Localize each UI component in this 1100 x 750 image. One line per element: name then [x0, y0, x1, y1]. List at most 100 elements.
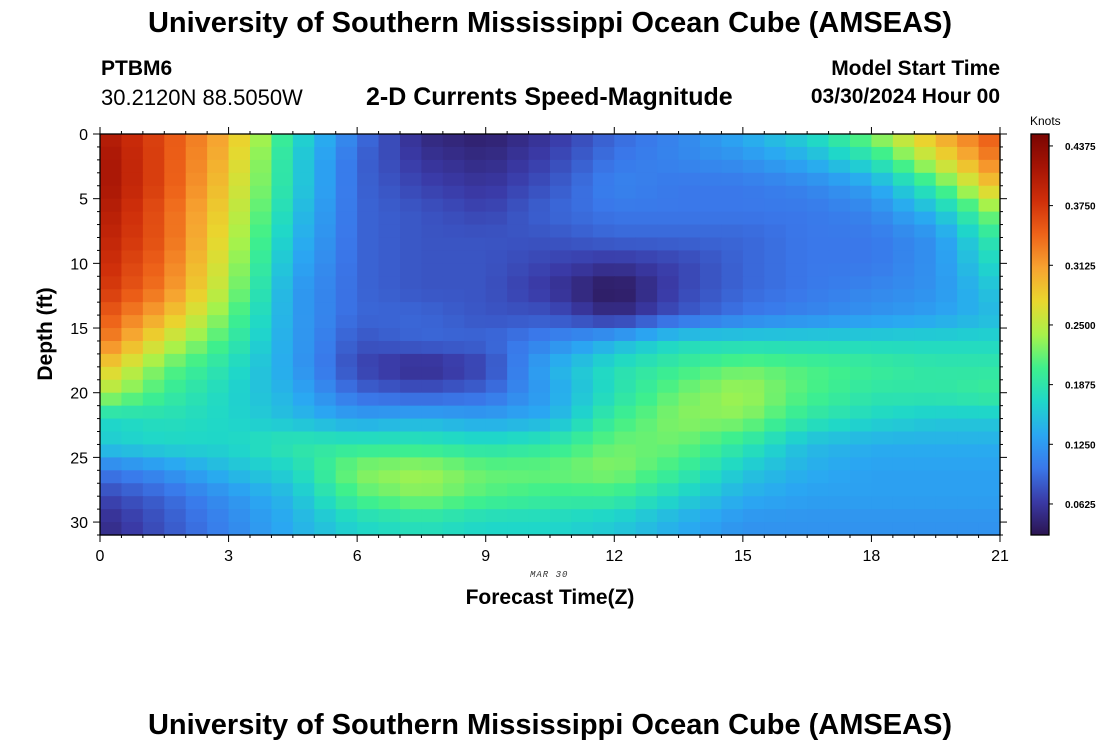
heatmap-cell: [978, 483, 1001, 497]
heatmap-cell: [400, 328, 423, 342]
heatmap-cell: [142, 340, 165, 355]
heatmap-cell: [100, 224, 123, 239]
heatmap-cell: [764, 366, 787, 381]
heatmap-cell: [250, 185, 273, 200]
heatmap-cell: [742, 198, 765, 213]
heatmap-cell: [957, 496, 980, 510]
heatmap-cell: [314, 198, 337, 213]
heatmap-cell: [357, 496, 380, 510]
heatmap-cell: [378, 315, 401, 329]
heatmap-cell: [828, 418, 851, 433]
heatmap-cell: [892, 522, 915, 536]
heatmap-cell: [314, 328, 337, 342]
heatmap-cell: [442, 470, 465, 484]
heatmap-cell: [164, 340, 187, 355]
main-title: University of Southern Mississippi Ocean…: [147, 7, 953, 39]
heatmap-cell: [871, 353, 894, 368]
heatmap-cell: [807, 457, 830, 471]
heatmap-cell: [314, 444, 337, 458]
heatmap-cell: [485, 483, 508, 497]
heatmap-cell: [871, 340, 894, 355]
heatmap-cell: [871, 276, 894, 290]
heatmap-cell: [957, 159, 980, 174]
heatmap-cell: [721, 392, 744, 407]
heatmap-cell: [592, 237, 615, 252]
heatmap-cell: [957, 379, 980, 394]
heatmap-cell: [592, 418, 615, 433]
heatmap-cell: [507, 444, 530, 458]
heatmap-cell: [978, 263, 1001, 277]
heatmap-cell: [442, 159, 465, 174]
heatmap-cell: [228, 134, 251, 148]
heatmap-cell: [164, 379, 187, 394]
heatmap-cell: [764, 340, 787, 355]
heatmap-cell: [828, 431, 851, 446]
heatmap-cell: [764, 328, 787, 342]
heatmap-cell: [528, 276, 551, 290]
heatmap-cell: [721, 276, 744, 290]
heatmap-cell: [142, 366, 165, 381]
heatmap-cell: [764, 302, 787, 316]
heatmap-cell: [314, 263, 337, 277]
heatmap-cell: [592, 276, 615, 290]
heatmap-cell: [785, 146, 808, 161]
heatmap-cell: [357, 263, 380, 277]
heatmap-cell: [464, 172, 487, 187]
heatmap-cell: [657, 353, 680, 368]
heatmap-cell: [464, 366, 487, 381]
heatmap-cell: [550, 328, 573, 342]
heatmap-cell: [935, 366, 958, 381]
heatmap-cell: [292, 276, 315, 290]
heatmap-cell: [164, 172, 187, 187]
heatmap-cell: [807, 146, 830, 161]
heatmap-cell: [978, 224, 1001, 239]
heatmap-cell: [442, 134, 465, 148]
heatmap-cell: [807, 250, 830, 264]
heatmap-cell: [807, 172, 830, 187]
heatmap-cell: [678, 159, 701, 174]
heatmap-cell: [335, 315, 358, 329]
heatmap-cell: [507, 185, 530, 200]
heatmap-cell: [678, 172, 701, 187]
heatmap-cell: [121, 392, 144, 407]
heatmap-cell: [571, 211, 594, 226]
heatmap-cell: [957, 211, 980, 226]
heatmap-cell: [164, 392, 187, 407]
heatmap-cell: [721, 470, 744, 484]
heatmap-cell: [164, 470, 187, 484]
heatmap-cell: [592, 146, 615, 161]
heatmap-cell: [507, 496, 530, 510]
heatmap-cell: [892, 509, 915, 523]
heatmap-cell: [700, 522, 723, 536]
heatmap-cell: [142, 263, 165, 277]
heatmap-cell: [142, 185, 165, 200]
heatmap-cell: [957, 146, 980, 161]
heatmap-cell: [657, 392, 680, 407]
heatmap-cell: [507, 146, 530, 161]
heatmap-cell: [250, 302, 273, 316]
heatmap-cell: [678, 379, 701, 394]
heatmap-cell: [614, 185, 637, 200]
heatmap-cell: [721, 353, 744, 368]
heatmap-cell: [957, 457, 980, 471]
heatmap-cell: [871, 289, 894, 303]
heatmap-cell: [271, 457, 294, 471]
heatmap-cell: [550, 224, 573, 239]
heatmap-cell: [485, 405, 508, 420]
heatmap-cell: [164, 263, 187, 277]
heatmap-cell: [807, 470, 830, 484]
heatmap-cell: [421, 224, 444, 239]
heatmap-cell: [871, 431, 894, 446]
heatmap-cell: [528, 379, 551, 394]
heatmap-cell: [292, 328, 315, 342]
heatmap-cell: [464, 250, 487, 264]
heatmap-cell: [228, 522, 251, 536]
heatmap-cell: [764, 172, 787, 187]
heatmap-cell: [442, 276, 465, 290]
y-tick-label: 5: [79, 192, 88, 209]
heatmap-cell: [700, 483, 723, 497]
heatmap-cell: [271, 172, 294, 187]
heatmap-cell: [185, 250, 208, 264]
heatmap-cell: [314, 315, 337, 329]
heatmap-cell: [335, 379, 358, 394]
